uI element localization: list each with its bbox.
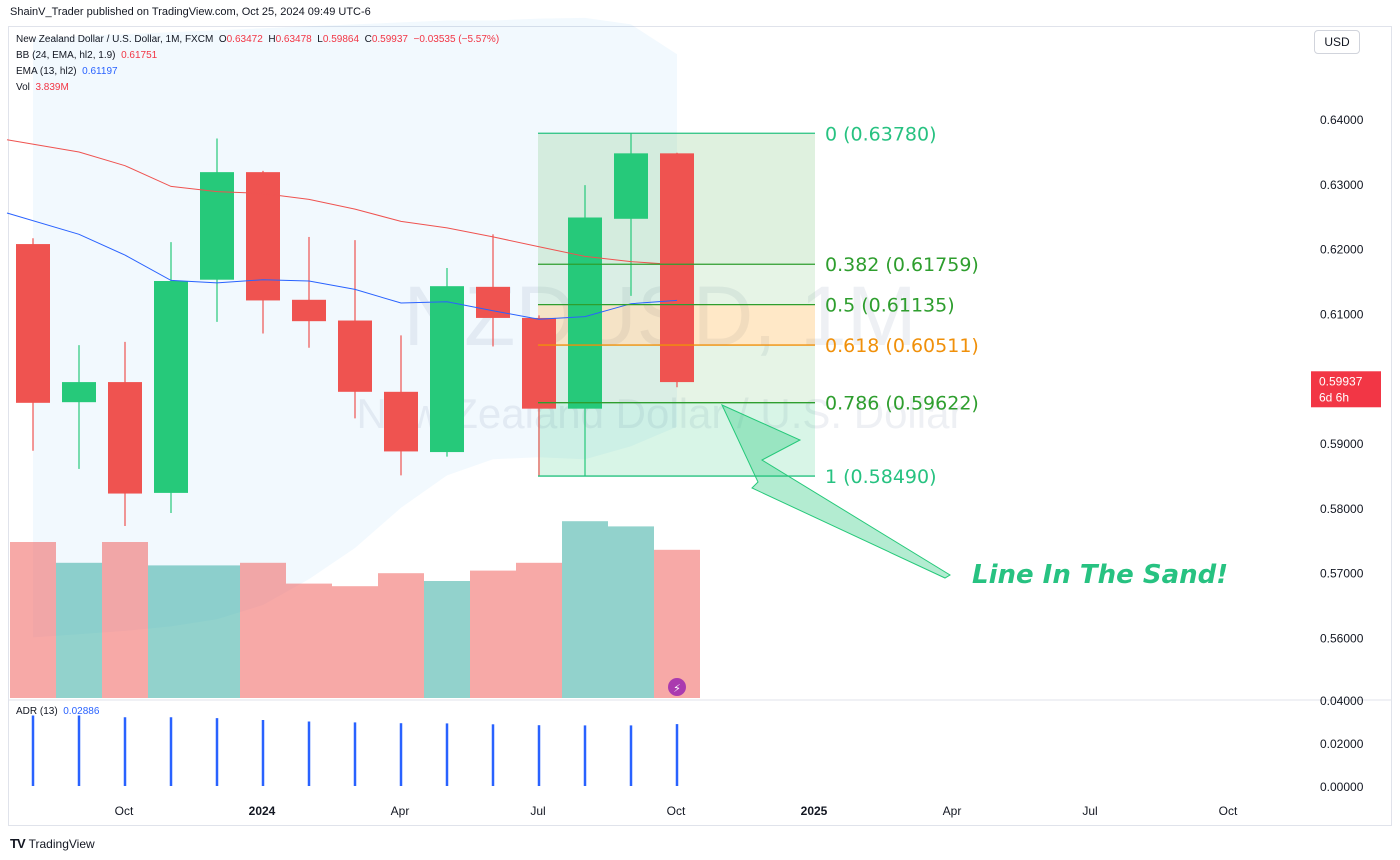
volume-bar (424, 581, 470, 698)
fib-label: 0 (0.63780) (825, 123, 937, 145)
candle-body (16, 244, 50, 403)
y-tick-label: 0.57000 (1320, 567, 1364, 581)
candle-body (246, 172, 280, 301)
candle-body (338, 320, 372, 392)
price-tag (1311, 371, 1381, 408)
adr-tick-label: 0.00000 (1320, 780, 1364, 794)
x-tick-label: 2024 (249, 804, 276, 818)
x-tick-label: Apr (391, 804, 410, 818)
candle-body (430, 286, 464, 453)
lightning-glyph: ⚡ (673, 683, 681, 695)
vol-legend-row[interactable]: Vol 3.839M (16, 80, 499, 96)
ema-legend-row[interactable]: EMA (13, hl2) 0.61197 (16, 64, 499, 80)
publish-info: ShainV_Trader published on TradingView.c… (10, 6, 371, 18)
volume-bar (10, 542, 56, 698)
price-tag-text: 0.59937 (1319, 374, 1363, 388)
volume-bar (102, 542, 148, 698)
y-tick-label: 0.59000 (1320, 437, 1364, 451)
currency-button[interactable]: USD (1314, 30, 1360, 54)
ema-line (6, 212, 678, 320)
open-value: 0.63472 (226, 34, 263, 45)
change-value: −0.03535 (−5.57%) (413, 34, 500, 45)
volume-bar (332, 586, 378, 698)
y-tick-label: 0.63000 (1320, 178, 1364, 192)
x-tick-label: Jul (1082, 804, 1097, 818)
candle-body (660, 153, 694, 383)
candle-body (522, 317, 556, 409)
y-tick-label: 0.64000 (1320, 113, 1364, 127)
y-tick-label: 0.58000 (1320, 502, 1364, 516)
adr-tick-label: 0.02000 (1320, 737, 1364, 751)
ema-value: 0.61197 (82, 66, 118, 77)
fib-label: 0.786 (0.59622) (825, 393, 979, 415)
close-value: 0.59937 (371, 34, 408, 45)
annotation-arrow (720, 403, 951, 579)
volume-bar (470, 570, 516, 698)
candle-body (614, 153, 648, 219)
y-tick-label: 0.56000 (1320, 631, 1364, 645)
candle-body (108, 382, 142, 494)
candle-body (62, 382, 96, 403)
x-tick-label: Oct (115, 804, 134, 818)
bb-name: BB (24, EMA, hl2, 1.9) (16, 50, 116, 61)
ema-name: EMA (13, hl2) (16, 66, 77, 77)
vol-value: 3.839M (35, 82, 69, 93)
fib-label: 0.618 (0.60511) (825, 335, 979, 357)
annotation-text: Line In The Sand! (972, 560, 1228, 590)
volume-bar (194, 565, 240, 698)
fib-label: 1 (0.58490) (825, 466, 937, 488)
high-value: 0.63478 (275, 34, 312, 45)
y-tick-label: 0.61000 (1320, 307, 1364, 321)
symbol-name: New Zealand Dollar / U.S. Dollar, 1M, FX… (16, 34, 214, 45)
vol-name: Vol (16, 82, 30, 93)
volume-bar (562, 521, 608, 698)
volume-bar (654, 549, 700, 698)
adr-name: ADR (13) (16, 706, 58, 717)
fib-label: 0.5 (0.61135) (825, 295, 955, 317)
x-tick-label: Oct (1219, 804, 1238, 818)
candle-body (292, 299, 326, 322)
lightning-icon (668, 678, 686, 696)
candle-body (200, 172, 234, 280)
fib-label: 0.382 (0.61759) (825, 254, 979, 276)
candle-body (384, 391, 418, 452)
x-tick-label: 2025 (801, 804, 828, 818)
symbol-legend-row: New Zealand Dollar / U.S. Dollar, 1M, FX… (16, 34, 500, 45)
volume-bar (286, 583, 332, 698)
bb-legend-row[interactable]: BB (24, EMA, hl2, 1.9) 0.61751 (16, 48, 499, 64)
x-tick-label: Apr (943, 804, 962, 818)
bb-basis-line (6, 139, 678, 266)
volume-bar (240, 562, 286, 698)
y-tick-label: 0.62000 (1320, 243, 1364, 257)
volume-bar (608, 526, 654, 698)
adr-tick-label: 0.04000 (1320, 694, 1364, 708)
low-value: 0.59864 (322, 34, 360, 45)
footer-brand: TV TradingView (10, 836, 95, 851)
footer-brand-text: TradingView (28, 836, 95, 851)
x-tick-label: Oct (667, 804, 686, 818)
volume-bar (148, 565, 194, 698)
x-tick-label: Jul (530, 804, 545, 818)
adr-legend[interactable]: ADR (13) 0.02886 (16, 706, 99, 717)
tradingview-logo-icon: TV (10, 836, 26, 851)
chart-frame (8, 26, 1392, 826)
bb-value: 0.61751 (121, 50, 158, 61)
adr-value: 0.02886 (63, 706, 100, 717)
volume-bar (516, 562, 562, 698)
chart-legend: New Zealand Dollar / U.S. Dollar, 1M, FX… (16, 32, 499, 96)
volume-bar (378, 573, 424, 698)
candle-body (154, 281, 188, 493)
countdown-text: 6d 6h (1319, 390, 1349, 404)
volume-bar (56, 562, 102, 698)
